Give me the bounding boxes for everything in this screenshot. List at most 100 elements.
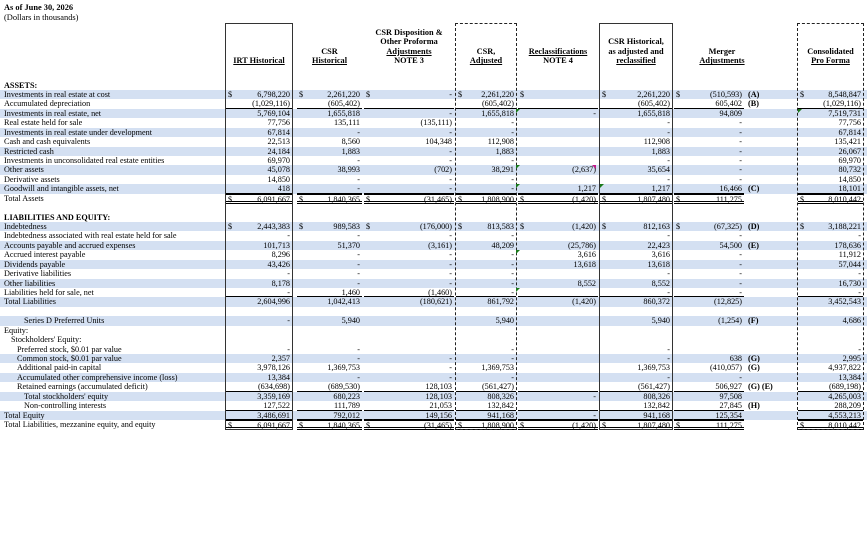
table-cell: 21,053 <box>364 401 454 411</box>
cell-value: - <box>667 174 670 184</box>
table-cell: 1,217 <box>600 184 672 194</box>
table-cell: $111,275 <box>674 193 744 204</box>
table-cell: 13,384 <box>226 373 292 382</box>
cell-value: (176,000) <box>419 221 452 231</box>
table-cell: - <box>518 411 598 420</box>
table-cell: 27,845 <box>674 401 744 411</box>
comment-marker <box>600 184 604 189</box>
dollar-sign: $ <box>800 221 805 231</box>
cell-value: 7,519,731 <box>828 108 861 118</box>
cell-value: (605,402) <box>481 99 514 109</box>
note-ref: (B) <box>748 99 759 109</box>
row-label: Restricted cash <box>4 146 54 156</box>
table-cell: 43,426 <box>226 260 292 269</box>
cell-value: 112,908 <box>487 137 514 147</box>
table-cell: 1,655,818 <box>600 109 672 118</box>
table-cell: (561,427) <box>456 382 516 392</box>
table-cell: 18,101 <box>798 184 863 194</box>
table-cell: (1,254) <box>674 316 744 325</box>
table-cell: - <box>674 137 744 146</box>
cell-value: 5,940 <box>495 316 514 326</box>
column-header-line: CSR, <box>476 46 496 56</box>
table-cell: 80,732 <box>798 165 863 174</box>
table-cell: (3,161) <box>364 241 454 250</box>
cell-value: 812,163 <box>643 221 670 231</box>
table-cell: 1,042,413 <box>297 297 362 306</box>
cell-value: 97,508 <box>719 391 742 401</box>
table-cell: 3,978,126 <box>226 363 292 372</box>
table-cell: - <box>798 288 863 298</box>
table-cell: 24,184 <box>226 147 292 156</box>
cell-value: 2,995 <box>842 353 861 363</box>
table-cell: 125,354 <box>674 411 744 420</box>
table-cell: - <box>297 354 362 363</box>
cell-value: - <box>511 174 514 184</box>
cell-value: (67,325) <box>714 221 742 231</box>
table-cell: 3,486,691 <box>226 411 292 420</box>
table-row: Investments in unconsolidated real estat… <box>0 156 867 165</box>
table-cell: 3,616 <box>518 250 598 259</box>
table-cell: 67,814 <box>798 128 863 137</box>
cell-value: (605,402) <box>637 99 670 109</box>
table-cell: - <box>226 316 292 325</box>
adjustment-note: (A) <box>746 90 796 99</box>
table-cell: 4,686 <box>798 316 863 325</box>
cell-value: 3,616 <box>651 250 670 260</box>
row-label: Total Liabilities, mezzanine equity, and… <box>4 419 156 429</box>
cell-value: 132,842 <box>643 401 670 411</box>
note-ref: (G) (E) <box>748 382 773 392</box>
cell-value: 605,402 <box>715 99 742 109</box>
row-label: Accounts payable and accrued expenses <box>4 240 136 250</box>
cell-value: 13,618 <box>573 259 596 269</box>
row-label: Dividends payable <box>4 259 66 269</box>
table-cell: - <box>456 373 516 382</box>
table-cell: - <box>226 288 292 298</box>
cell-value: 77,756 <box>267 118 290 128</box>
cell-value: 48,209 <box>491 240 514 250</box>
table-cell: 861,792 <box>456 297 516 306</box>
table-cell: 94,809 <box>674 109 744 118</box>
table-row: Additional paid-in capital 3,978,126 1,369… <box>0 363 867 372</box>
adjustment-note: (G) (E) <box>746 382 796 391</box>
cell-value: 1,807,480 <box>637 194 670 204</box>
cell-value: - <box>511 127 514 137</box>
table-cell <box>518 231 598 240</box>
cell-value: 3,359,169 <box>257 391 290 401</box>
table-cell: 13,618 <box>600 260 672 269</box>
cell-value: (561,427) <box>481 382 514 392</box>
table-row: Accumulated other comprehensive income (… <box>0 372 867 383</box>
table-cell: 860,372 <box>600 297 672 306</box>
cell-value: 3,486,691 <box>257 410 290 420</box>
table-cell: 69,970 <box>226 156 292 165</box>
table-cell: 4,265,003 <box>798 392 863 401</box>
cell-value: - <box>449 278 452 288</box>
table-cell: 45,078 <box>226 165 292 174</box>
table-cell <box>518 156 598 165</box>
table-cell: $ (1,420) <box>518 222 598 231</box>
table-row: LIABILITIES AND EQUITY: <box>0 213 867 222</box>
table-cell: (1,420) <box>518 297 598 306</box>
table-cell: 4,937,822 <box>798 363 863 372</box>
table-cell: - <box>600 175 672 184</box>
table-cell: 680,223 <box>297 392 362 401</box>
table-row: Equity: <box>0 326 867 335</box>
column-header-line: Pro Forma <box>811 56 850 66</box>
table-cell: - <box>226 345 292 354</box>
cell-value: 418 <box>277 184 290 194</box>
table-cell: - <box>600 288 672 298</box>
table-cell: 22,513 <box>226 137 292 146</box>
cell-value: 13,618 <box>647 259 670 269</box>
cell-value: 4,937,822 <box>828 363 861 373</box>
table-cell: - <box>364 250 454 259</box>
cell-value: 149,156 <box>425 410 452 420</box>
table-cell: 418 <box>226 184 292 194</box>
row-label: Accumulated depreciation <box>4 99 91 109</box>
table-cell: - <box>674 175 744 184</box>
dollar-sign: $ <box>602 194 607 204</box>
table-cell: 54,500 <box>674 241 744 250</box>
dollar-sign: $ <box>299 194 304 204</box>
table-cell: - <box>364 373 454 382</box>
table-cell: 132,842 <box>456 401 516 411</box>
column-header-line: as adjusted and <box>608 46 664 56</box>
column-header-line: CSR <box>321 46 338 56</box>
